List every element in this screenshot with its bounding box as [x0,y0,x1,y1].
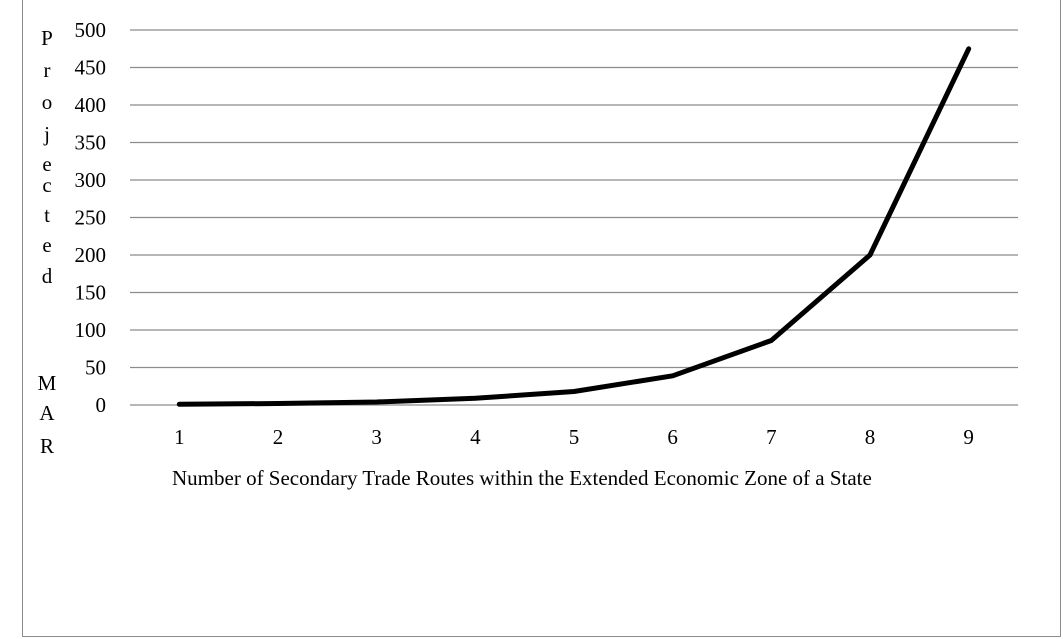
y-tick-label-450: 450 [75,56,107,80]
data-point [277,403,279,404]
y-axis-label-letter: P [41,26,53,50]
y-tick-label-350: 350 [75,131,107,155]
data-point [869,254,871,256]
y-axis-label-letter: e [42,233,51,257]
x-tick-label-6: 6 [667,425,678,449]
y-axis-label-letter: M [38,371,57,395]
x-tick-label-9: 9 [963,425,974,449]
data-point [376,401,378,403]
series-group [176,46,972,407]
gridlines [130,29,1018,406]
y-axis-label-letter: o [42,90,53,114]
y-tick-label-200: 200 [75,243,107,267]
x-tick-label-3: 3 [371,425,382,449]
x-tick-label-8: 8 [865,425,876,449]
y-axis-label-letter: c [42,173,51,197]
x-tick-label-5: 5 [569,425,580,449]
x-axis-tick-labels: 1 2 3 4 5 6 7 8 9 [174,425,974,449]
y-tick-label-0: 0 [96,393,107,417]
data-point [770,340,772,341]
y-tick-label-150: 150 [75,281,107,305]
y-tick-label-50: 50 [85,356,106,380]
y-axis-label-letter: R [40,434,54,458]
data-point [573,391,575,392]
x-tick-label-4: 4 [470,425,481,449]
series-line-0 [176,46,972,407]
y-tick-label-500: 500 [75,18,107,42]
data-point [672,375,674,377]
y-axis-label-letter: d [42,264,53,288]
y-tick-label-300: 300 [75,168,107,192]
y-axis-label-letter: e [42,152,51,176]
data-point [178,403,180,405]
y-axis-label-letter: t [44,203,50,227]
y-tick-label-100: 100 [75,318,107,342]
data-point [474,397,476,399]
x-axis-label: Number of Secondary Trade Routes within … [172,466,872,490]
chart-frame [22,0,1061,637]
y-axis-label-letter: A [39,401,55,425]
y-axis-label-letter: r [44,58,51,82]
y-axis-label-letter: j [43,122,50,146]
x-tick-label-7: 7 [766,425,777,449]
x-tick-label-1: 1 [174,425,185,449]
y-tick-label-400: 400 [75,93,107,117]
x-tick-label-2: 2 [273,425,284,449]
y-tick-label-250: 250 [75,206,107,230]
y-axis-tick-labels: 0 50 100 150 200 250 300 350 400 450 500 [75,18,107,417]
data-point [968,48,970,50]
